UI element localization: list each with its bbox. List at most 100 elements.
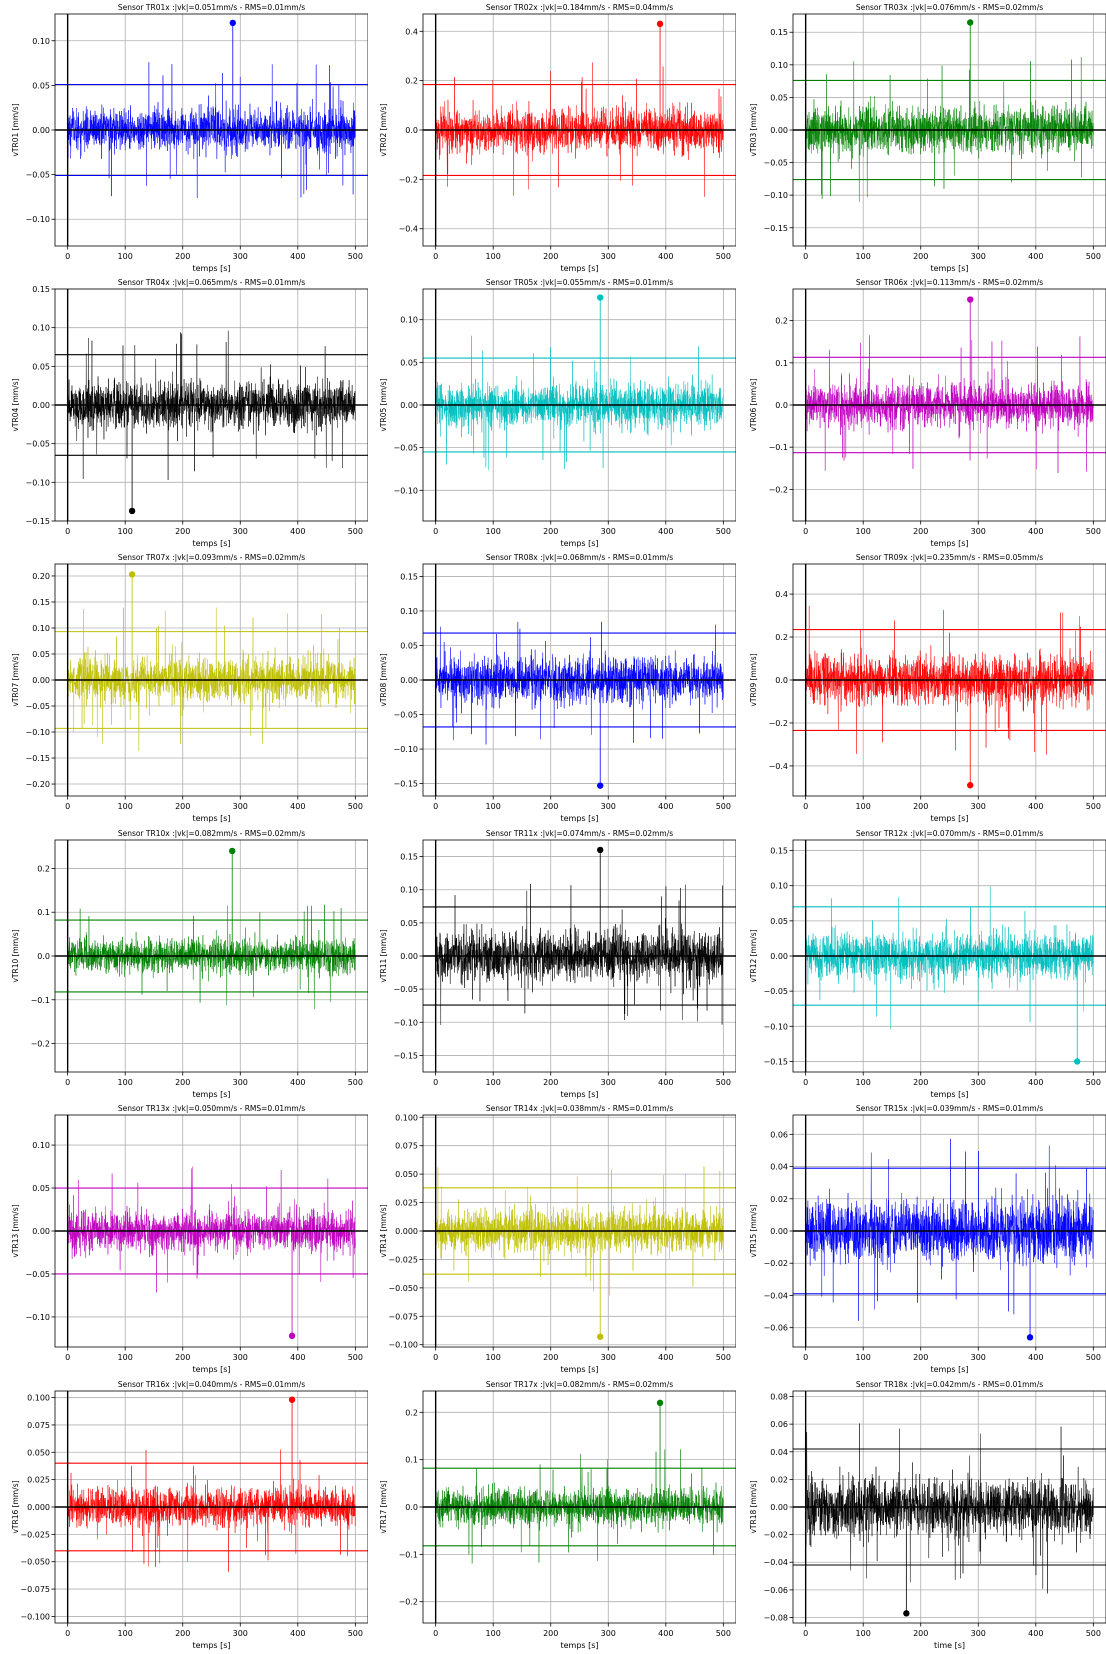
- x-tick-label: 400: [290, 1629, 305, 1638]
- x-tick-label: 200: [913, 252, 928, 261]
- x-axis-label: temps [s]: [192, 814, 230, 823]
- y-tick-label: −0.05: [393, 444, 418, 453]
- peak-marker: [967, 782, 974, 789]
- signal-series: [805, 57, 1094, 202]
- signal-series: [805, 605, 1094, 755]
- y-tick-label: −0.025: [388, 1255, 418, 1264]
- x-tick-label: 200: [913, 1629, 928, 1638]
- x-tick-label: 100: [856, 1078, 871, 1087]
- x-tick-label: 100: [118, 802, 133, 811]
- x-tick-label: 200: [543, 252, 558, 261]
- x-tick-label: 500: [348, 1629, 363, 1638]
- y-tick-label: 0.1: [775, 359, 788, 368]
- y-tick-label: 0.10: [32, 624, 50, 633]
- chart-sensor-tr03: 0 100 200 300 400 500 −0.15 −0.10 −0.05 0.00 0.05 0…: [749, 3, 1106, 273]
- x-tick-label: 200: [913, 1353, 928, 1362]
- x-tick-label: 400: [1028, 802, 1043, 811]
- y-tick-label: −0.10: [763, 191, 788, 200]
- x-tick-label: 400: [290, 1078, 305, 1087]
- y-tick-label: 0.1: [37, 908, 50, 917]
- y-tick-label: 0.4: [775, 590, 788, 599]
- x-tick-label: 300: [233, 1629, 248, 1638]
- chart-sensor-tr05: 0 100 200 300 400 500 −0.10 −0.05 0.00 0.05 0.10 Se…: [379, 278, 736, 548]
- peak-marker: [1026, 1334, 1034, 1341]
- peak-marker: [229, 847, 236, 855]
- chart-sensor-tr17: 0 100 200 300 400 500 −0.2 −0.1 0.0 0.1 0.2 Sensor …: [379, 1380, 736, 1650]
- peak-marker: [597, 294, 604, 301]
- x-tick-label: 0: [65, 1353, 70, 1362]
- x-axis-label: temps [s]: [560, 539, 598, 548]
- y-tick-label: −0.05: [25, 1270, 50, 1279]
- y-tick-label: −0.10: [763, 1022, 788, 1031]
- y-tick-label: −0.15: [25, 517, 50, 526]
- y-tick-label: −0.2: [769, 719, 788, 728]
- x-tick-label: 500: [716, 1078, 731, 1087]
- x-tick-label: 0: [803, 527, 808, 536]
- x-tick-label: 0: [65, 527, 70, 536]
- y-tick-label: 0.2: [775, 317, 788, 326]
- y-tick-label: −0.06: [763, 1586, 788, 1595]
- y-tick-label: −0.05: [25, 171, 50, 180]
- y-tick-label: 0.025: [395, 1199, 418, 1208]
- x-tick-label: 500: [1086, 1353, 1101, 1362]
- y-tick-label: −0.2: [31, 1040, 50, 1049]
- x-tick-label: 300: [601, 527, 616, 536]
- x-tick-label: 100: [486, 1629, 501, 1638]
- y-tick-label: 0.4: [405, 27, 418, 36]
- peak-marker: [229, 19, 236, 27]
- x-tick-label: 500: [348, 527, 363, 536]
- x-tick-label: 400: [290, 802, 305, 811]
- peak-marker: [967, 296, 974, 303]
- x-tick-label: 100: [486, 1078, 501, 1087]
- y-axis-label: vTR08 [mm/s]: [379, 653, 388, 706]
- y-tick-label: −0.075: [388, 1312, 418, 1321]
- x-axis-label: temps [s]: [930, 1090, 968, 1099]
- y-tick-label: −0.15: [393, 1051, 418, 1060]
- y-tick-label: 0.1: [405, 1456, 418, 1465]
- y-axis-label: vTR01 [mm/s]: [11, 103, 20, 156]
- chart-sensor-tr07: 0 100 200 300 400 500 −0.20 −0.15 −0.10 −0.05 0.00…: [11, 553, 368, 823]
- x-tick-label: 100: [486, 1353, 501, 1362]
- y-tick-label: −0.2: [399, 175, 418, 184]
- x-tick-label: 200: [175, 527, 190, 536]
- y-tick-label: 0.025: [27, 1476, 50, 1485]
- y-tick-label: 0.00: [400, 401, 418, 410]
- x-tick-label: 500: [1086, 1629, 1101, 1638]
- x-tick-label: 400: [290, 527, 305, 536]
- x-tick-label: 500: [1086, 252, 1101, 261]
- x-tick-label: 0: [433, 802, 438, 811]
- y-tick-label: 0.10: [770, 882, 788, 891]
- chart-title: Sensor TR06x :|vk|=0.113mm/s - RMS=0.02m…: [856, 278, 1043, 287]
- chart-title: Sensor TR02x :|vk|=0.184mm/s - RMS=0.04m…: [486, 3, 673, 12]
- chart-sensor-tr04: 0 100 200 300 400 500 −0.15 −0.10 −0.05 0.00 0.05 0…: [11, 278, 368, 548]
- y-axis-label: vTR09 [mm/s]: [749, 653, 758, 706]
- x-tick-label: 0: [803, 252, 808, 261]
- y-axis-label: vTR02 [mm/s]: [379, 103, 388, 156]
- chart-sensor-tr06: 0 100 200 300 400 500 −0.2 −0.1 0.0 0.1 0.2 Sensor …: [749, 278, 1106, 548]
- y-tick-label: 0.00: [770, 952, 788, 961]
- chart-sensor-tr14: 0 100 200 300 400 500 −0.100 −0.075 −0.050 −0.025…: [379, 1104, 736, 1374]
- chart-sensor-tr08: 0 100 200 300 400 500 −0.15 −0.10 −0.05 0.00 0.05 0…: [379, 553, 736, 823]
- y-tick-label: −0.04: [763, 1558, 788, 1567]
- y-tick-label: 0.05: [400, 358, 418, 367]
- x-tick-label: 400: [658, 527, 673, 536]
- x-tick-label: 200: [913, 1078, 928, 1087]
- peak-marker: [288, 1396, 296, 1403]
- peak-marker: [128, 507, 136, 515]
- x-tick-label: 200: [175, 1629, 190, 1638]
- chart-sensor-tr12: 0 100 200 300 400 500 −0.15 −0.10 −0.05 0.00 0.05 0…: [749, 829, 1106, 1099]
- signal-series: [805, 1138, 1094, 1321]
- y-axis-label: vTR16 [mm/s]: [11, 1480, 20, 1533]
- x-tick-label: 0: [803, 802, 808, 811]
- y-axis-label: vTR15 [mm/s]: [749, 1204, 758, 1257]
- y-tick-label: 0.06: [770, 1420, 788, 1429]
- x-tick-label: 300: [971, 802, 986, 811]
- chart-title: Sensor TR14x :|vk|=0.038mm/s - RMS=0.01m…: [486, 1104, 673, 1113]
- peak-marker: [288, 1332, 296, 1340]
- y-tick-label: −0.025: [20, 1530, 50, 1539]
- y-tick-label: −0.02: [763, 1531, 788, 1540]
- x-tick-label: 200: [543, 527, 558, 536]
- x-tick-label: 200: [543, 1629, 558, 1638]
- y-tick-label: −0.10: [393, 745, 418, 754]
- chart-title: Sensor TR09x :|vk|=0.235mm/s - RMS=0.05m…: [856, 553, 1043, 562]
